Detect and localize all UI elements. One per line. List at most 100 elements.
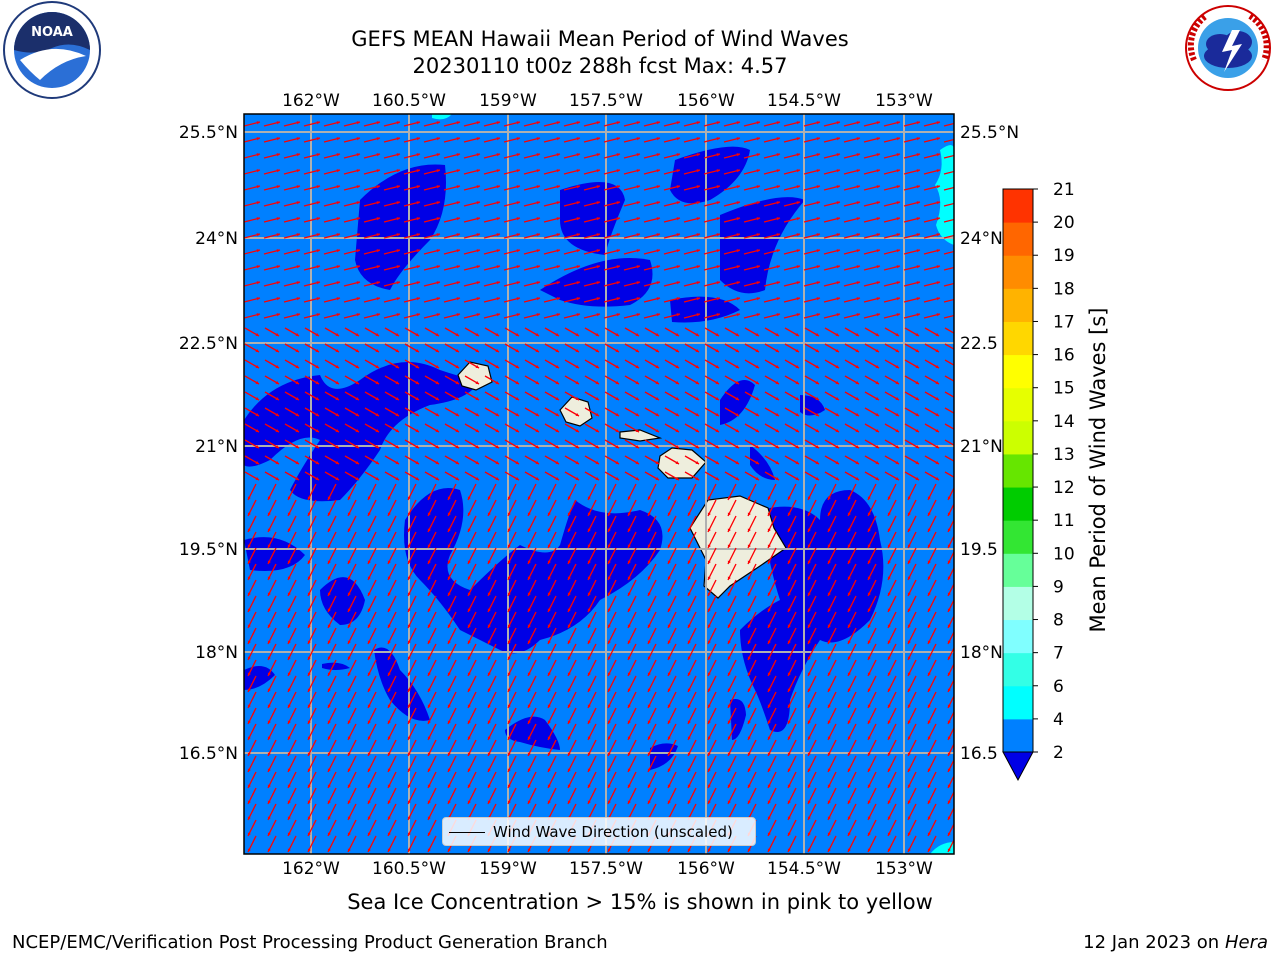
wind-arrow-head <box>307 672 311 676</box>
wind-arrow-head <box>927 592 931 596</box>
wind-arrow-head <box>256 201 260 205</box>
wind-arrow-head <box>716 169 720 173</box>
wind-arrow-head <box>715 461 719 464</box>
wind-arrow-head <box>595 429 599 432</box>
wind-arrow-head <box>487 736 491 740</box>
wind-arrow-head <box>927 512 931 516</box>
wind-arrow <box>943 154 954 159</box>
wind-arrow-head <box>936 265 940 269</box>
wind-arrow-head <box>296 169 300 173</box>
wind-arrow-head <box>496 153 500 157</box>
wind-arrow-head <box>936 137 940 141</box>
wind-arrow-head <box>375 381 379 384</box>
wind-arrow-head <box>467 624 471 628</box>
wind-arrow-head <box>267 688 271 692</box>
wind-arrow-head <box>347 800 351 804</box>
wind-arrow-head <box>427 528 431 532</box>
wind-arrow-head <box>656 281 660 285</box>
wind-arrow-head <box>367 640 371 644</box>
wind-arrow <box>943 282 954 287</box>
wind-arrow-head <box>936 297 940 301</box>
wind-arrow-head <box>515 349 519 352</box>
wind-arrow-head <box>527 544 531 548</box>
wind-arrow-head <box>855 397 859 400</box>
colorbar-segment <box>1003 718 1033 753</box>
wind-arrow-head <box>647 688 651 692</box>
wind-arrow-head <box>636 137 640 141</box>
wind-arrow-head <box>255 461 259 464</box>
wind-arrow-head <box>276 137 280 141</box>
wind-arrow-head <box>815 381 819 384</box>
wind-arrow-head <box>387 544 391 548</box>
wind-arrow-head <box>536 265 540 269</box>
wind-arrow-head <box>756 201 760 205</box>
wind-arrow-head <box>896 121 900 125</box>
wind-arrow-head <box>427 672 431 676</box>
wind-arrow-head <box>627 624 631 628</box>
lon-tick-label-top: 162°W <box>282 91 340 111</box>
wind-arrow-head <box>947 672 951 676</box>
wind-arrow-head <box>916 217 920 221</box>
wind-arrow-head <box>687 624 691 628</box>
wind-arrow-head <box>947 528 951 532</box>
wind-arrow-head <box>316 249 320 253</box>
wind-arrow-head <box>507 720 511 724</box>
wind-arrow-head <box>576 185 580 189</box>
wind-arrow-head <box>907 608 911 612</box>
wind-arrow-head <box>507 592 511 596</box>
wind-arrow-head <box>407 688 411 692</box>
wind-arrow-head <box>635 413 639 416</box>
wind-arrow-head <box>475 445 479 448</box>
wind-arrow-head <box>427 512 431 516</box>
wind-arrow-head <box>907 592 911 596</box>
wind-arrow-head <box>567 496 571 500</box>
wind-arrow-head <box>336 169 340 173</box>
lat-tick-label-right: 19.5 <box>960 540 998 560</box>
wind-arrow-head <box>927 784 931 788</box>
wind-arrow-head <box>416 201 420 205</box>
wind-arrow-head <box>755 397 759 400</box>
wind-arrow-head <box>415 349 419 352</box>
wind-arrow-head <box>695 365 699 368</box>
wind-arrow-head <box>836 217 840 221</box>
wind-arrow-head <box>907 816 911 820</box>
lat-tick-label-right: 25.5°N <box>960 123 1019 143</box>
wind-arrow-head <box>696 201 700 205</box>
wind-arrow-head <box>375 365 379 368</box>
wind-arrow-head <box>856 297 860 301</box>
wind-arrow-head <box>407 720 411 724</box>
wind-arrow-head <box>567 784 571 788</box>
wind-arrow-head <box>427 576 431 580</box>
wind-arrow-head <box>927 736 931 740</box>
wind-arrow-head <box>576 169 580 173</box>
wind-arrow-head <box>536 233 540 237</box>
colorbar-tick-label: 11 <box>1053 511 1075 531</box>
wind-arrow-head <box>695 333 699 336</box>
wind-arrow-head <box>775 397 779 400</box>
wind-arrow-head <box>307 528 311 532</box>
wind-arrow-head <box>635 429 639 432</box>
wind-arrow-head <box>807 832 811 836</box>
wind-arrow-head <box>887 544 891 548</box>
wind-arrow <box>943 314 954 319</box>
wind-arrow-head <box>607 560 611 564</box>
wind-arrow-head <box>787 832 791 836</box>
wind-arrow-head <box>487 592 491 596</box>
wind-arrow-head <box>855 333 859 336</box>
wind-arrow-head <box>887 704 891 708</box>
wind-arrow-head <box>536 297 540 301</box>
wind-arrow-head <box>536 281 540 285</box>
wind-arrow-head <box>827 752 831 756</box>
wind-arrow-head <box>655 477 659 480</box>
wind-arrow-head <box>687 672 691 676</box>
wind-arrow-head <box>896 201 900 205</box>
wind-arrow-head <box>587 768 591 772</box>
colorbar-segment <box>1003 520 1033 554</box>
map-frame <box>243 113 955 855</box>
wind-arrow-head <box>787 528 791 532</box>
wind-arrow-head <box>887 592 891 596</box>
wind-arrow-head <box>876 313 880 317</box>
colorbar-segment <box>1003 619 1033 654</box>
wind-arrow-head <box>375 461 379 464</box>
wind-arrow-head <box>315 397 319 400</box>
